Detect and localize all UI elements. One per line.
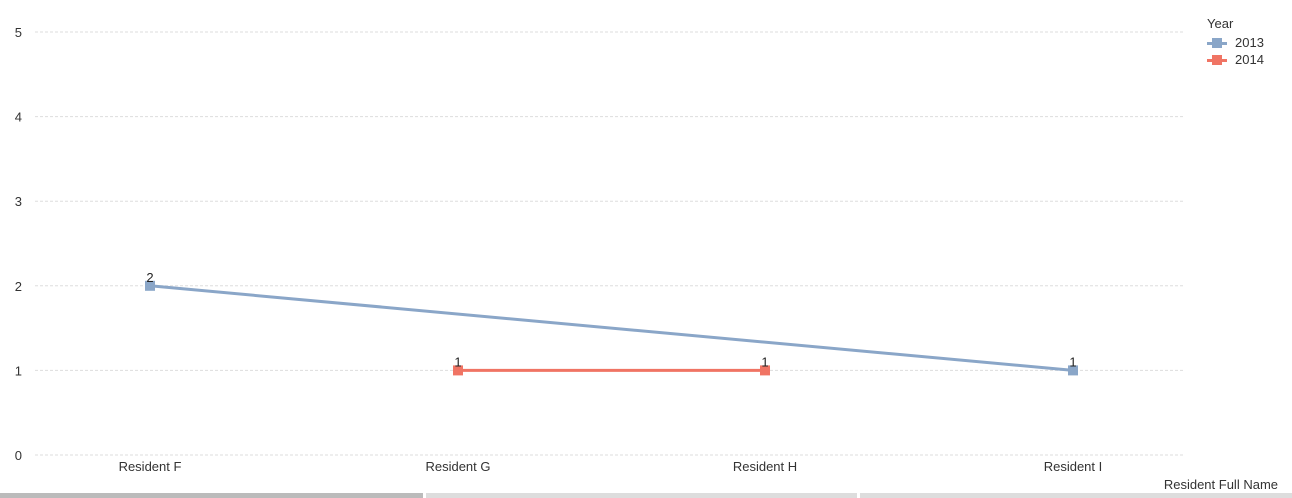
data-point xyxy=(453,365,463,376)
legend-item-2013[interactable]: 2013 xyxy=(1207,34,1264,51)
scrollbar-segment[interactable] xyxy=(860,493,1292,498)
legend-label: 2013 xyxy=(1235,35,1264,50)
y-tick-label: 1 xyxy=(15,363,22,378)
x-tick-label: Resident H xyxy=(733,459,797,474)
legend-label: 2014 xyxy=(1235,52,1264,67)
y-tick-label: 2 xyxy=(15,279,22,294)
x-axis-title: Resident Full Name xyxy=(1163,477,1278,492)
legend-item-2014[interactable]: 2014 xyxy=(1207,51,1264,68)
legend-swatch xyxy=(1207,37,1227,48)
legend: Year 2013 2014 xyxy=(1207,16,1264,68)
legend-title: Year xyxy=(1207,16,1234,31)
data-label: 1 xyxy=(1069,354,1076,369)
legend-swatch xyxy=(1207,54,1227,65)
data-label: 1 xyxy=(761,354,768,369)
data-point xyxy=(145,280,155,291)
x-tick-label: Resident I xyxy=(1044,459,1103,474)
y-tick-label: 0 xyxy=(15,448,22,463)
data-label: 1 xyxy=(454,354,461,369)
y-tick-label: 5 xyxy=(15,25,22,40)
y-tick-label: 3 xyxy=(15,194,22,209)
scrollbar-segment[interactable] xyxy=(0,493,423,498)
x-tick-label: Resident F xyxy=(119,459,182,474)
data-point xyxy=(1068,365,1078,376)
x-tick-label: Resident G xyxy=(425,459,490,474)
data-point xyxy=(760,365,770,376)
data-label: 2 xyxy=(146,270,153,285)
scrollbar-segment[interactable] xyxy=(426,493,857,498)
series-line-2013 xyxy=(149,284,1074,372)
y-tick-label: 4 xyxy=(15,110,22,125)
